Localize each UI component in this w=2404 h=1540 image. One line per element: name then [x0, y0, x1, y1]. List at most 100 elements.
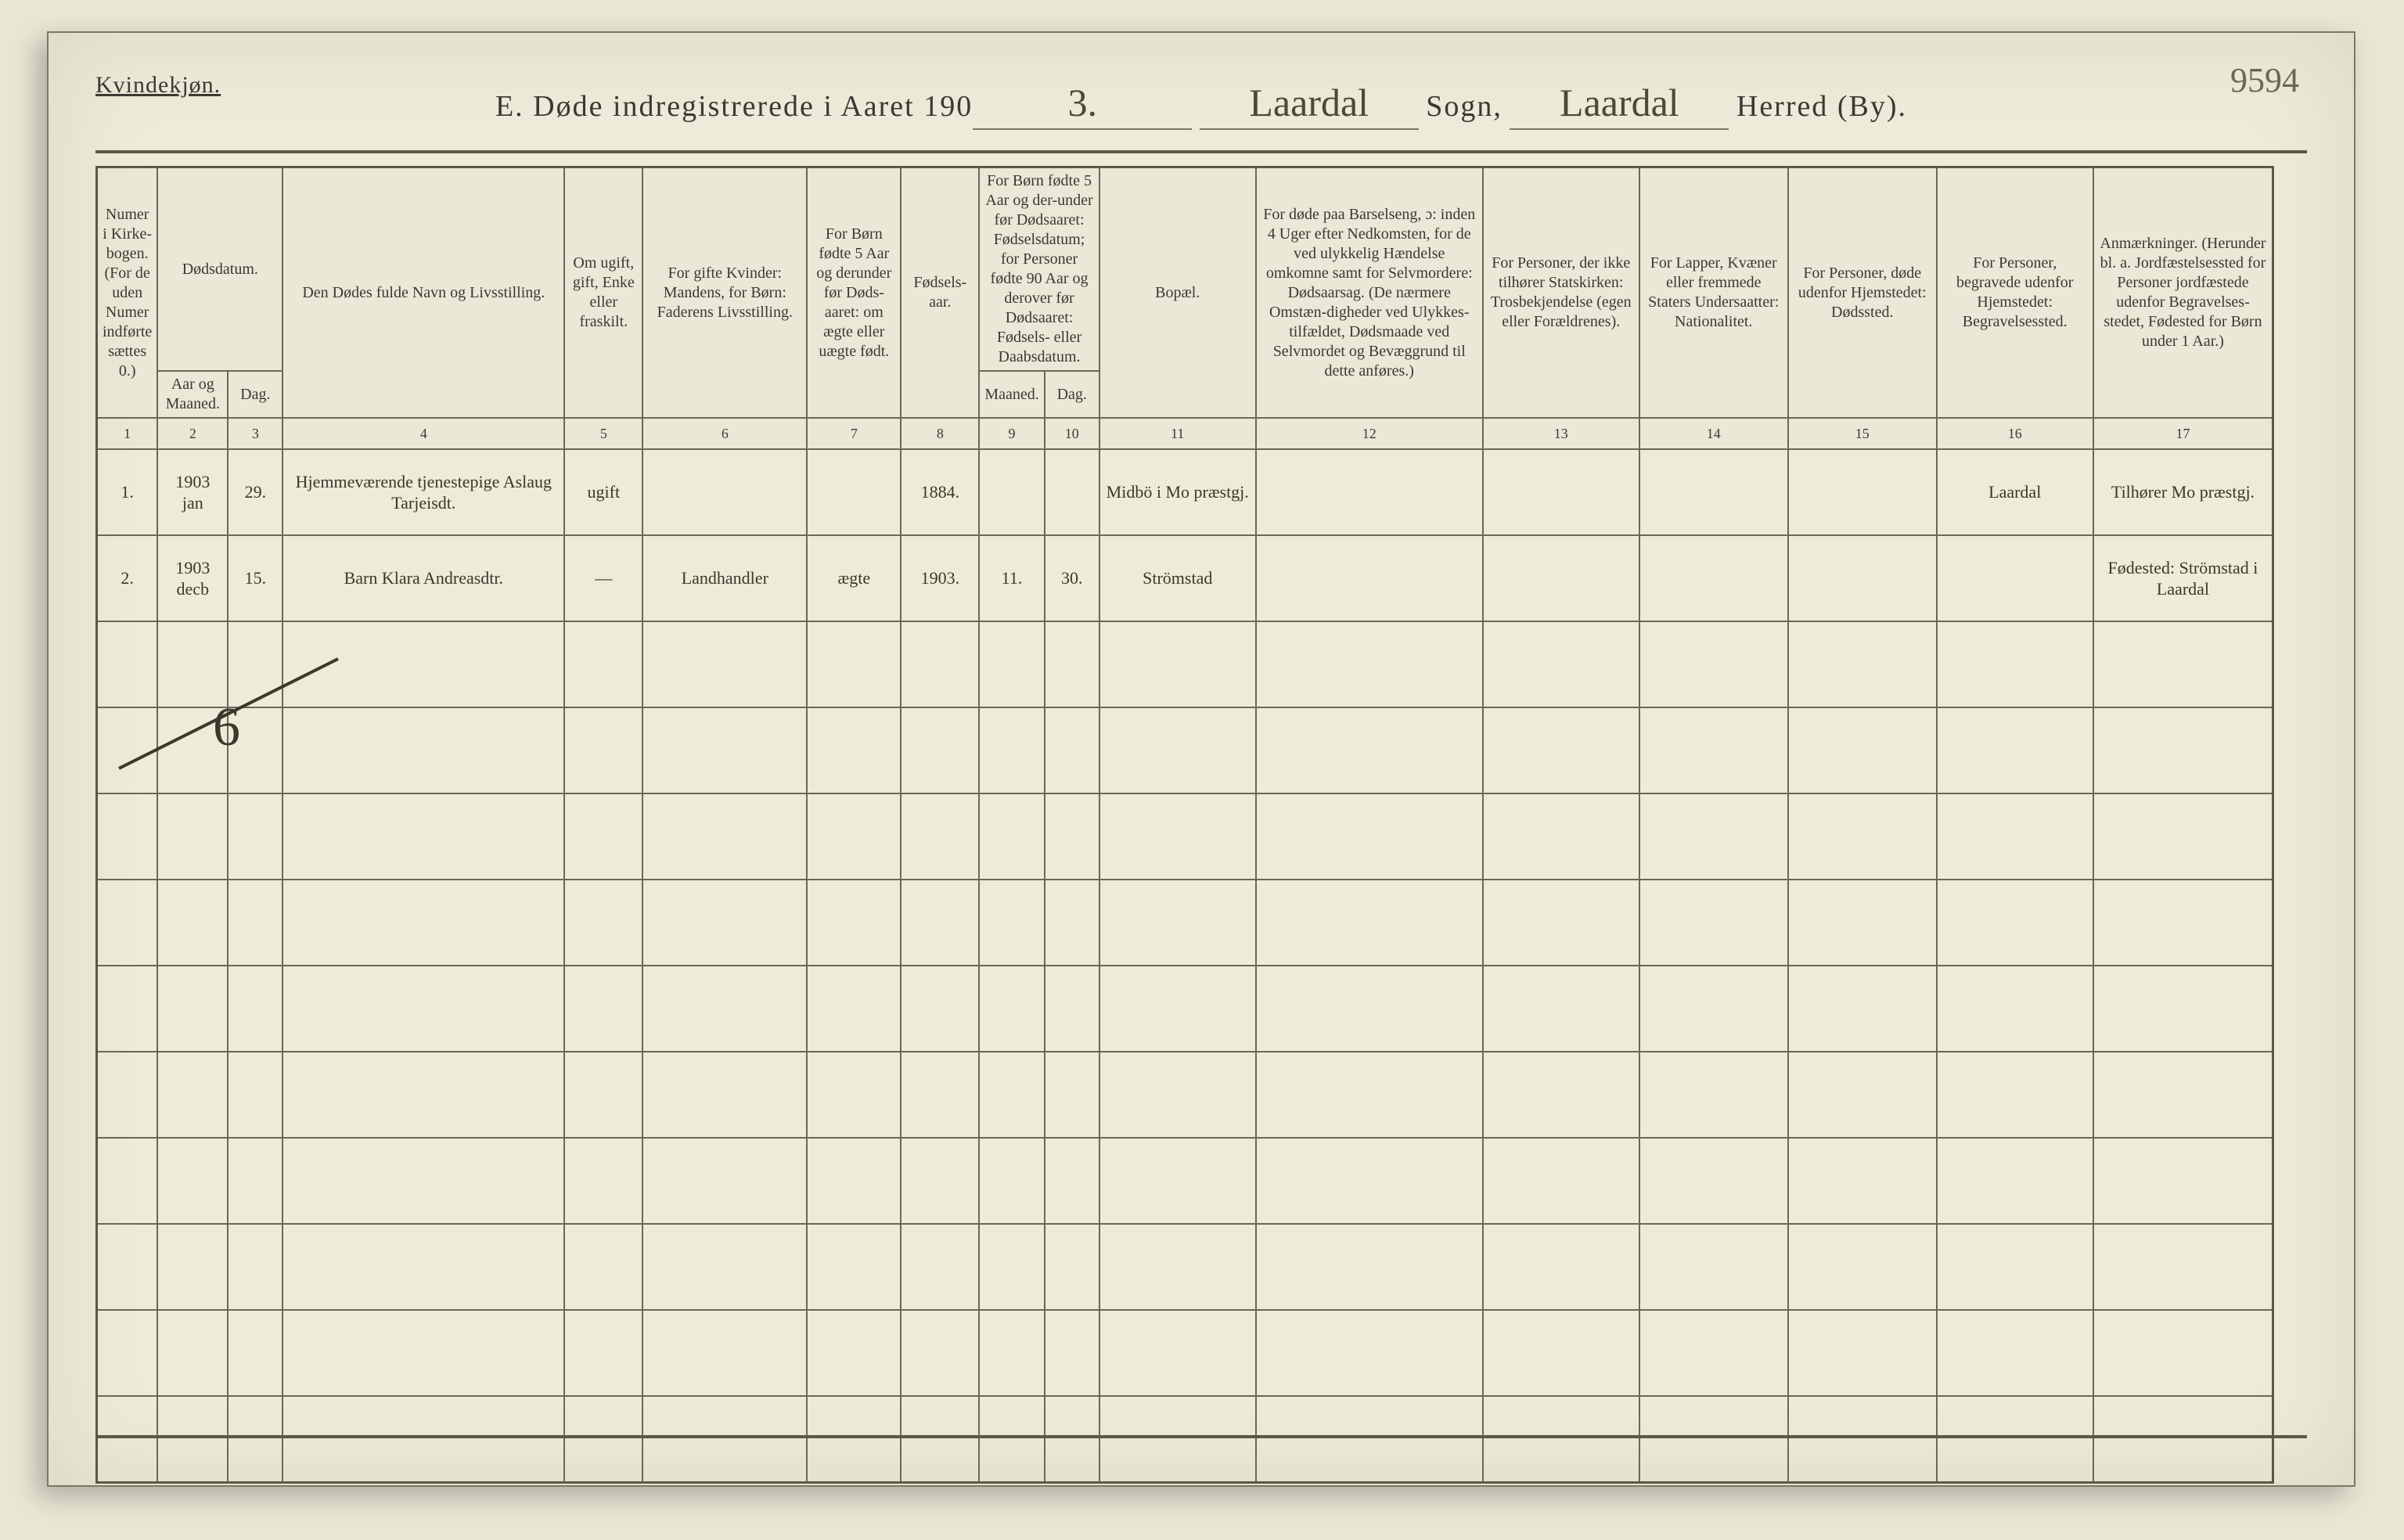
col-17-header: Anmærkninger. (Herunder bl. a. Jordfæste…: [2093, 167, 2273, 419]
col-5-header: Om ugift, gift, Enke eller fraskilt.: [564, 167, 642, 419]
empty-cell: [2093, 1052, 2273, 1138]
empty-cell: [157, 1052, 228, 1138]
empty-cell: [979, 1052, 1044, 1138]
cell-residence: Strömstad: [1099, 535, 1256, 621]
cell-faith: [1483, 535, 1639, 621]
col-2-header-top: Dødsdatum.: [157, 167, 283, 372]
cell-cause: [1256, 449, 1483, 535]
col-16-header: For Personer, begravede udenfor Hjemsted…: [1937, 167, 2093, 419]
cell-burial: Laardal: [1937, 449, 2093, 535]
empty-cell: [1045, 880, 1099, 966]
empty-cell: [228, 880, 283, 966]
empty-cell: [157, 1224, 228, 1310]
empty-cell: [1937, 880, 2093, 966]
empty-cell: [979, 966, 1044, 1052]
col-11-header: Bopæl.: [1099, 167, 1256, 419]
empty-cell: [901, 1138, 979, 1224]
empty-cell: [642, 1052, 807, 1138]
col-1-header: Numer i Kirke-bogen. (For de uden Numer …: [97, 167, 158, 419]
cell-cause: [1256, 535, 1483, 621]
empty-cell: [642, 1138, 807, 1224]
table-row-empty: [97, 1138, 2273, 1224]
empty-cell: [1045, 1052, 1099, 1138]
empty-cell: [1483, 1396, 1639, 1482]
table-row-empty: [97, 1396, 2273, 1482]
table-row-empty: [97, 621, 2273, 707]
table-row: 1.1903 jan29.Hjemmeværende tjenestepige …: [97, 449, 2273, 535]
empty-cell: [1099, 1396, 1256, 1482]
column-number: 3: [228, 418, 283, 449]
empty-cell: [1099, 621, 1256, 707]
sogn-label: Sogn,: [1426, 90, 1502, 123]
table-row-empty: [97, 880, 2273, 966]
empty-cell: [642, 1310, 807, 1396]
empty-cell: [97, 621, 158, 707]
cell-remarks: Tilhører Mo præstgj.: [2093, 449, 2273, 535]
empty-cell: [1937, 1052, 2093, 1138]
empty-cell: [228, 707, 283, 793]
empty-cell: [1045, 966, 1099, 1052]
top-rule: [95, 150, 2307, 153]
sogn-handwritten: Laardal: [1200, 80, 1419, 130]
cell-n: 2.: [97, 535, 158, 621]
empty-cell: [1639, 1396, 1788, 1482]
cell-legit: ægte: [807, 535, 901, 621]
cell-ym: 1903 decb: [157, 535, 228, 621]
table-row-empty: [97, 1052, 2273, 1138]
empty-cell: [1937, 621, 2093, 707]
col-4-header: Den Dødes fulde Navn og Livsstilling.: [283, 167, 564, 419]
table-row-empty: [97, 1224, 2273, 1310]
table-header: Numer i Kirke-bogen. (For de uden Numer …: [97, 167, 2273, 450]
empty-cell: [283, 1396, 564, 1482]
empty-cell: [97, 1052, 158, 1138]
empty-cell: [564, 1224, 642, 1310]
empty-cell: [1256, 621, 1483, 707]
empty-cell: [901, 621, 979, 707]
empty-cell: [2093, 793, 2273, 880]
empty-cell: [97, 1310, 158, 1396]
column-number: 10: [1045, 418, 1099, 449]
empty-cell: [1256, 1310, 1483, 1396]
empty-cell: [1099, 880, 1256, 966]
empty-cell: [1256, 1138, 1483, 1224]
empty-cell: [564, 880, 642, 966]
empty-cell: [1483, 793, 1639, 880]
empty-cell: [1788, 966, 1937, 1052]
cell-name: Barn Klara Andreasdtr.: [283, 535, 564, 621]
empty-cell: [1256, 1396, 1483, 1482]
column-number: 1: [97, 418, 158, 449]
empty-cell: [979, 1224, 1044, 1310]
empty-cell: [1937, 1310, 2093, 1396]
empty-cell: [807, 1396, 901, 1482]
col-3-header: Dag.: [228, 371, 283, 418]
col-14-header: For Lapper, Kvæner eller fremmede Stater…: [1639, 167, 1788, 419]
empty-cell: [157, 1310, 228, 1396]
empty-cell: [1099, 707, 1256, 793]
empty-cell: [2093, 1396, 2273, 1482]
empty-cell: [1937, 1224, 2093, 1310]
col-7-header: For Børn fødte 5 Aar og derunder før Død…: [807, 167, 901, 419]
empty-cell: [157, 1396, 228, 1482]
empty-cell: [157, 707, 228, 793]
empty-cell: [979, 1396, 1044, 1482]
empty-cell: [564, 1052, 642, 1138]
empty-cell: [2093, 966, 2273, 1052]
empty-cell: [1099, 793, 1256, 880]
empty-cell: [1937, 966, 2093, 1052]
cell-bm: [979, 449, 1044, 535]
empty-cell: [979, 621, 1044, 707]
empty-cell: [1483, 966, 1639, 1052]
empty-cell: [1639, 793, 1788, 880]
empty-cell: [1483, 1310, 1639, 1396]
table-row-empty: [97, 966, 2273, 1052]
empty-cell: [901, 793, 979, 880]
empty-cell: [979, 1310, 1044, 1396]
cell-n: 1.: [97, 449, 158, 535]
empty-cell: [228, 793, 283, 880]
cell-spouse: Landhandler: [642, 535, 807, 621]
title-line: E. Døde indregistrerede i Aaret 1903. La…: [49, 80, 2354, 130]
empty-cell: [97, 707, 158, 793]
empty-cell: [1256, 966, 1483, 1052]
empty-cell: [283, 1310, 564, 1396]
empty-cell: [564, 1138, 642, 1224]
